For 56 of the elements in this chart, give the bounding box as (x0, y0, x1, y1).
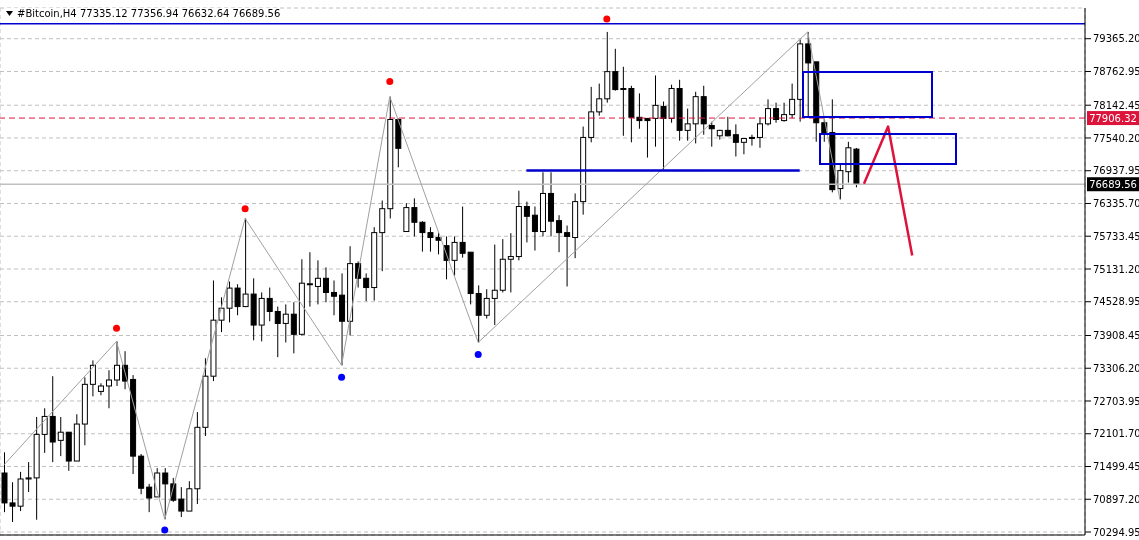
candlestick (756, 116, 763, 149)
candlestick (89, 359, 96, 397)
y-tick-label: 73908.45 (1093, 330, 1139, 342)
candlestick (507, 232, 514, 293)
y-tick-label: 76937.95 (1093, 165, 1139, 177)
candlestick (105, 369, 112, 409)
candlestick (306, 251, 313, 308)
y-tick-label: 78762.95 (1093, 66, 1139, 78)
candlestick (789, 83, 796, 119)
candlestick (314, 259, 321, 305)
candlestick (491, 244, 498, 326)
candlestick (523, 201, 530, 243)
candlestick (708, 121, 715, 148)
candlestick (531, 206, 538, 252)
candlestick (805, 31, 812, 118)
candlestick (266, 287, 273, 322)
y-tick-label: 74528.95 (1093, 296, 1139, 308)
candlestick (274, 306, 281, 358)
point (603, 15, 611, 23)
candlestick (57, 416, 64, 457)
candlestick (282, 303, 289, 343)
candlestick (379, 200, 386, 272)
candlestick (765, 98, 772, 126)
candlestick (612, 48, 619, 92)
y-tick-label: 72703.95 (1093, 395, 1139, 407)
candlestick (732, 123, 739, 157)
chart-title: #Bitcoin,H4 77335.12 77356.94 76632.64 76689.56 (17, 8, 281, 19)
candlestick (564, 225, 571, 287)
ref-line-label: 77906.32 (1089, 113, 1137, 125)
candlestick (290, 301, 297, 354)
point (241, 205, 249, 213)
y-tick-label: 75733.45 (1093, 230, 1139, 242)
candlestick (331, 279, 338, 316)
point (386, 77, 394, 85)
line-series (3, 31, 841, 520)
point (161, 526, 169, 534)
candlestick (322, 266, 329, 303)
point (113, 324, 121, 332)
y-tick-label: 78142.45 (1093, 99, 1139, 111)
candlestick (114, 340, 121, 387)
candlestick (41, 407, 48, 454)
ref-line-label: 76689.56 (1089, 179, 1137, 191)
y-tick-label: 70294.95 (1093, 526, 1139, 538)
candlestick (363, 272, 370, 302)
candlestick (748, 134, 755, 147)
point (338, 373, 346, 381)
candlestick (146, 483, 153, 513)
candlestick (773, 102, 780, 124)
candlestick (475, 284, 482, 343)
point (474, 350, 482, 358)
candlestick (596, 83, 603, 117)
candlestick (483, 288, 490, 320)
candlestick (178, 486, 185, 518)
y-tick-label: 71499.45 (1093, 461, 1139, 473)
candlestick (556, 214, 563, 253)
candlestick (740, 138, 747, 155)
